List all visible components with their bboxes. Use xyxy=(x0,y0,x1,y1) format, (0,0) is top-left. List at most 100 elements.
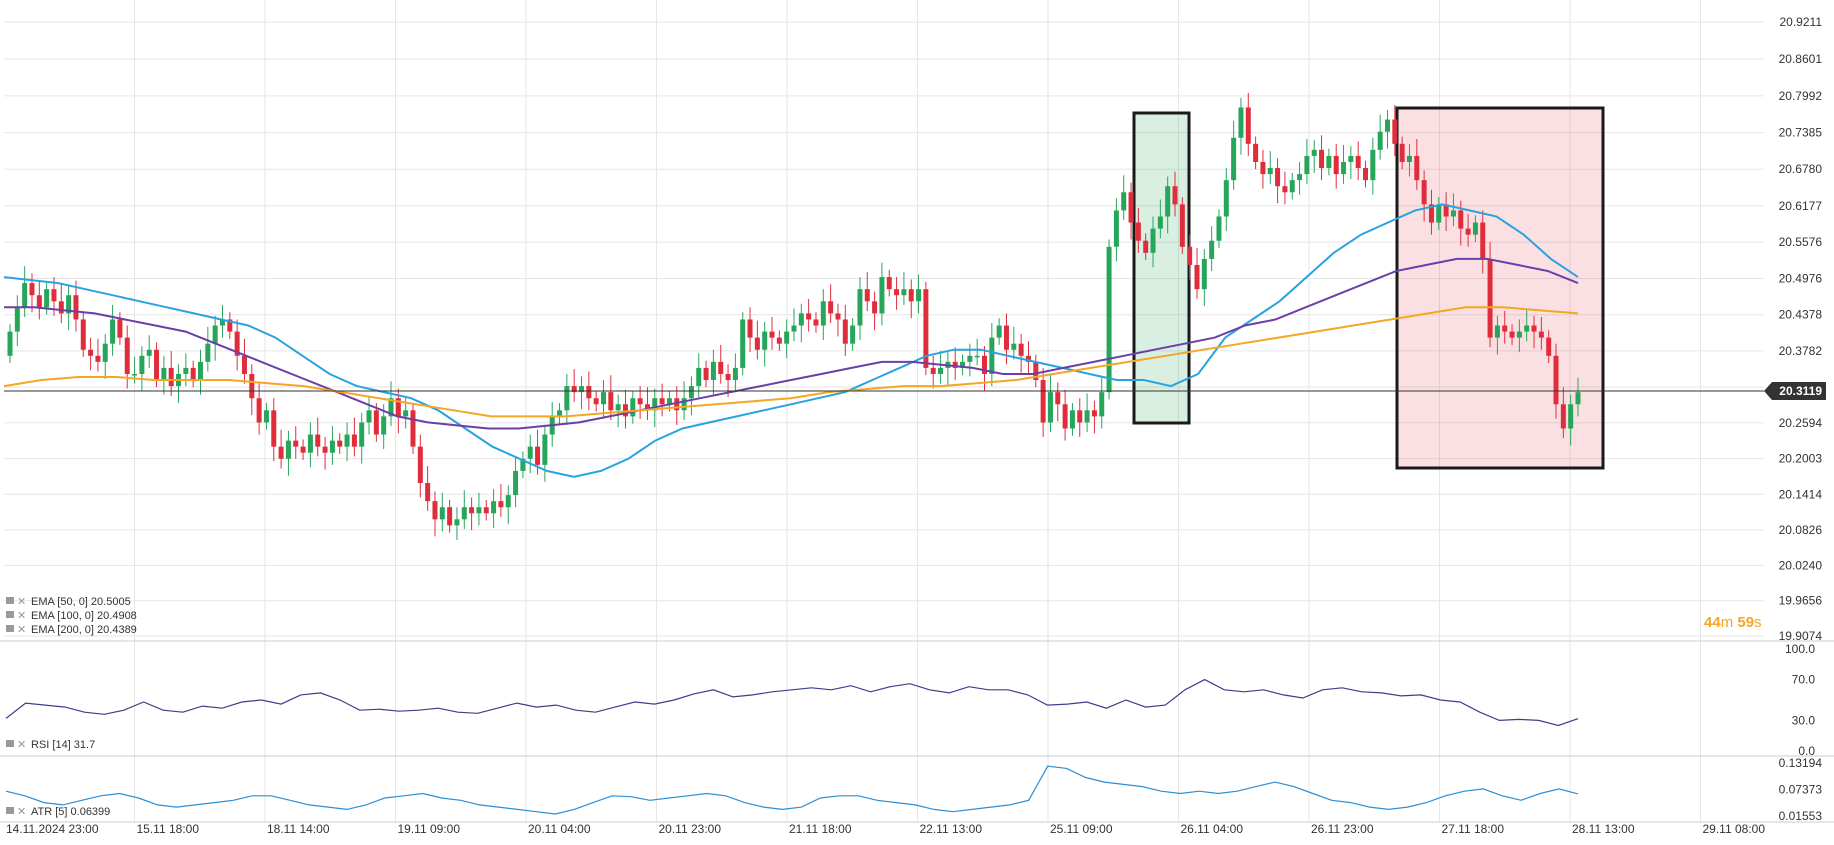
candle-body xyxy=(857,289,863,326)
candle-body xyxy=(476,507,482,514)
candle-body xyxy=(1524,325,1530,332)
candle-body xyxy=(740,319,746,368)
price-candles xyxy=(7,92,1581,540)
candle-body xyxy=(1062,404,1068,429)
candle-body xyxy=(388,398,394,417)
ema-lines xyxy=(3,203,1579,478)
candle-body xyxy=(1348,155,1354,162)
candle-body xyxy=(212,325,218,344)
candle-body xyxy=(66,295,72,314)
ema50-legend: EMA [50, 0] 20.5005 xyxy=(31,596,131,608)
candle-body xyxy=(1546,337,1552,356)
candle-body xyxy=(454,519,460,526)
candle-body xyxy=(828,301,834,314)
candle-body xyxy=(1047,392,1053,423)
candle-body xyxy=(263,410,269,423)
candle-body xyxy=(1326,155,1332,169)
candle-body xyxy=(1091,410,1097,417)
candle-body xyxy=(872,301,878,314)
atr-tick-label: 0.01553 xyxy=(1779,809,1823,823)
atr-tick-label: 0.07373 xyxy=(1779,783,1823,797)
legend-menu-icon xyxy=(6,611,14,618)
candle-body xyxy=(586,386,592,399)
price-tick-label: 20.0826 xyxy=(1779,523,1823,537)
candle-body xyxy=(930,367,936,374)
time-tick-label: 14.11.2024 23:00 xyxy=(6,822,99,836)
legend-menu-icon xyxy=(6,740,14,747)
candle-countdown: 44m 59s xyxy=(1704,614,1762,631)
candle-body xyxy=(820,301,826,326)
candle-body xyxy=(469,507,475,514)
price-tick-label: 20.6780 xyxy=(1779,162,1823,176)
candle-body xyxy=(161,367,167,381)
price-tick-label: 19.9656 xyxy=(1779,594,1823,608)
ema100-legend: EMA [100, 0] 20.4908 xyxy=(31,610,137,622)
candle-body xyxy=(14,307,20,332)
candle-body xyxy=(564,386,570,411)
rsi-tick-label: 30.0 xyxy=(1792,713,1816,727)
legend-menu-icon xyxy=(6,807,14,814)
candle-body xyxy=(278,446,284,459)
candle-body xyxy=(842,319,848,344)
candle-body xyxy=(1194,264,1200,290)
candle-body xyxy=(938,367,944,374)
candle-body xyxy=(417,446,423,483)
candle-body xyxy=(1502,325,1508,332)
candle-body xyxy=(1472,222,1478,235)
candle-body xyxy=(483,507,489,514)
rsi-tick-label: 0.0 xyxy=(1798,744,1815,758)
candle-body xyxy=(1297,174,1303,181)
candle-body xyxy=(1223,180,1229,217)
candle-body xyxy=(1018,343,1024,356)
candle-body xyxy=(1487,258,1493,338)
candle-body xyxy=(1121,192,1127,211)
atr-tick-label: 0.13194 xyxy=(1779,756,1823,770)
time-tick-label: 27.11 18:00 xyxy=(1442,822,1505,836)
candle-body xyxy=(505,495,511,508)
rsi-legend: RSI [14] 31.7 xyxy=(31,739,95,751)
candle-body xyxy=(923,289,929,368)
candle-body xyxy=(952,361,958,368)
candle-body xyxy=(513,470,519,496)
atr-legend: ATR [5] 0.06399 xyxy=(31,806,110,818)
candle-body xyxy=(974,355,980,358)
candle-body xyxy=(256,398,262,423)
candle-body xyxy=(535,446,541,465)
time-tick-label: 19.11 09:00 xyxy=(398,822,461,836)
candle-body xyxy=(593,398,599,405)
candle-body xyxy=(1458,210,1464,229)
candle-body xyxy=(1399,143,1405,162)
candle-body xyxy=(630,398,636,417)
candle-body xyxy=(1363,168,1369,181)
candle-body xyxy=(88,349,94,356)
candle-body xyxy=(73,295,79,320)
candle-body xyxy=(776,337,782,344)
time-tick-label: 15.11 18:00 xyxy=(137,822,200,836)
legend-close-icon: ✕ xyxy=(17,596,26,608)
atr-line xyxy=(5,765,1579,815)
candle-body xyxy=(1025,355,1031,362)
candle-body xyxy=(762,331,768,350)
candle-body xyxy=(351,434,357,447)
candle-body xyxy=(1282,186,1288,193)
candle-body xyxy=(1494,325,1500,338)
candle-body xyxy=(1428,204,1434,223)
candle-body xyxy=(718,361,724,374)
green-highlight-box xyxy=(1132,111,1191,425)
candle-body xyxy=(1436,204,1442,223)
candle-body xyxy=(146,349,152,356)
candle-body xyxy=(425,482,431,502)
candle-body xyxy=(44,289,50,308)
price-tick-label: 20.6177 xyxy=(1779,199,1823,213)
candle-body xyxy=(659,398,665,405)
candle-body xyxy=(1480,222,1486,259)
candle-body xyxy=(36,295,42,308)
candle-body xyxy=(461,507,467,520)
candle-body xyxy=(674,398,680,411)
candle-body xyxy=(798,313,804,326)
price-tick-label: 20.5576 xyxy=(1779,235,1823,249)
candle-body xyxy=(1538,331,1544,338)
candle-body xyxy=(1231,137,1237,181)
candle-body xyxy=(403,410,409,417)
